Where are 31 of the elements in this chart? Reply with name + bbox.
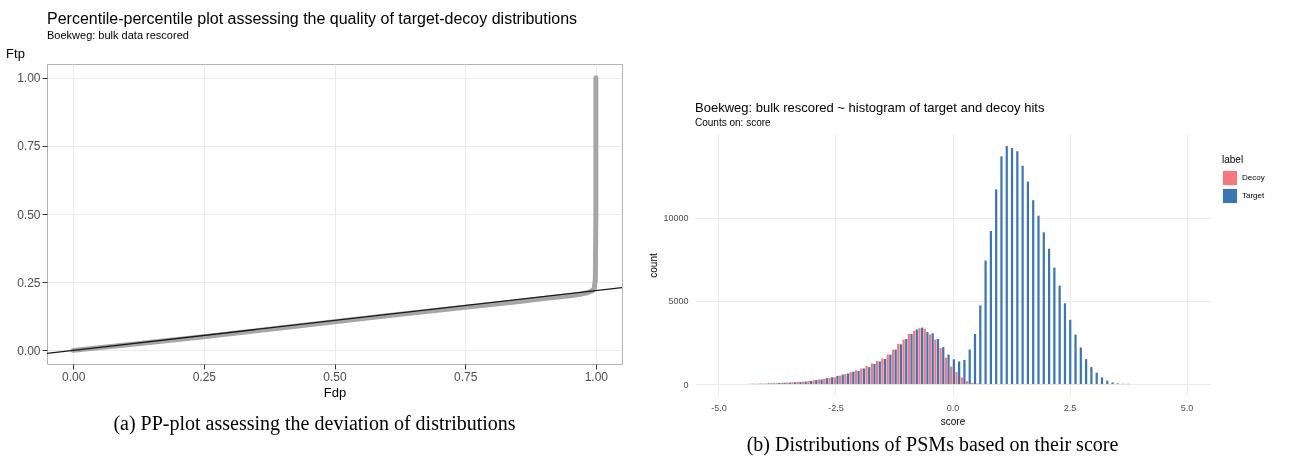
x-tick-label: 0.50 [323,369,347,384]
x-tick-label: -2.5 [828,402,844,413]
text: (a) PP-plot assessing the deviation of distributions [113,412,516,435]
x-tick-label: -5.0 [711,402,727,413]
x-tick-label: 2.5 [1063,402,1077,413]
y-tick-label: 5000 [668,296,689,307]
chart-title: Boekweg: bulk rescored ~ histogram of target and decoy hits [695,100,1045,115]
legend-label: Target [1242,191,1266,200]
text: (b) Distributions of PSMs based on their score [746,432,1119,456]
x-tick-label: 0.75 [454,369,478,384]
chart-title: Percentile-percentile plot assessing the quality of target-decoy distributions [47,10,578,27]
y-tick-label: 0.75 [17,139,41,154]
y-tick-label: 0.25 [17,275,41,290]
legend-title: label [1222,154,1244,165]
x-axis-title: Fdp [323,384,347,400]
x-tick-label: 0.00 [61,369,86,384]
x-tick-label: 0.25 [192,369,217,384]
chart-subtitle: Counts on: score [695,117,772,128]
y-tick-label: 0.00 [17,343,41,358]
y-axis-title: count [648,253,660,278]
x-tick-label: 0.0 [946,402,960,413]
x-axis-title: score [940,415,966,427]
y-tick-label: 1.00 [17,71,41,86]
legend-label: Decoy [1242,173,1265,182]
x-tick-label: 1.00 [584,369,609,384]
x-tick-label: 5.0 [1180,402,1194,413]
chart-subtitle: Boekweg: bulk data rescored [47,29,189,41]
y-tick-label: 0.50 [17,207,41,222]
y-axis-title: Ftp [6,45,25,61]
y-tick-label: 10000 [663,213,689,224]
y-tick-label: 0 [683,379,689,390]
